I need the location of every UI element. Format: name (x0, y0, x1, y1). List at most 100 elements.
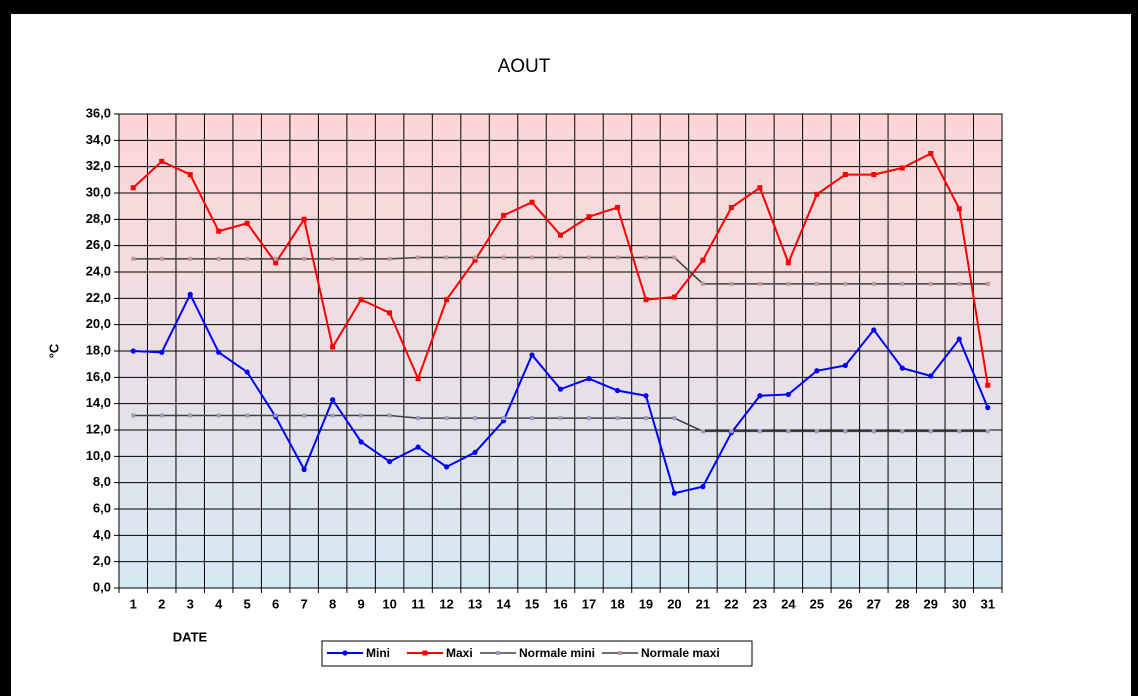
data-point (216, 413, 221, 418)
legend-marker (342, 650, 348, 656)
data-point (899, 165, 905, 171)
data-point (444, 297, 450, 303)
data-point (473, 255, 478, 260)
data-point (558, 255, 563, 260)
x-tick-label: 26 (838, 596, 852, 611)
data-point (473, 416, 478, 421)
data-point (159, 349, 165, 355)
data-point (785, 260, 791, 266)
data-point (757, 281, 762, 286)
data-point (956, 336, 962, 342)
data-point (358, 297, 364, 303)
frame-left (0, 0, 11, 696)
data-point (358, 439, 364, 445)
data-point (700, 429, 705, 434)
data-point (843, 429, 848, 434)
data-point (757, 185, 763, 191)
data-point (273, 260, 279, 266)
data-point (871, 281, 876, 286)
y-tick-label: 0,0 (93, 579, 111, 594)
data-point (501, 416, 506, 421)
data-point (614, 387, 621, 394)
x-tick-label: 31 (981, 596, 995, 611)
data-point (586, 214, 592, 220)
x-tick-label: 17 (582, 596, 596, 611)
data-point (443, 464, 450, 470)
data-point (244, 369, 250, 375)
data-point (928, 151, 934, 156)
data-point (786, 429, 791, 434)
data-point (244, 220, 250, 226)
data-point (216, 228, 222, 234)
y-tick-label: 18,0 (86, 342, 111, 357)
data-point (188, 256, 193, 261)
data-point (444, 416, 449, 421)
data-point (130, 185, 136, 191)
y-tick-label: 26,0 (86, 237, 111, 252)
data-point (900, 281, 905, 286)
data-point (301, 216, 307, 222)
x-tick-label: 5 (244, 596, 251, 611)
data-point (415, 444, 421, 450)
data-point (301, 466, 307, 473)
legend-box (321, 640, 753, 667)
x-tick-label: 8 (329, 596, 336, 611)
data-point (330, 397, 336, 403)
y-tick-label: 36,0 (86, 105, 111, 120)
y-tick-label: 22,0 (86, 290, 111, 305)
data-point (245, 256, 250, 261)
y-tick-label: 20,0 (86, 316, 111, 331)
data-point (187, 291, 193, 297)
y-tick-label: 8,0 (93, 474, 111, 489)
x-tick-label: 21 (696, 596, 710, 611)
data-point (416, 255, 421, 260)
x-tick-label: 20 (667, 596, 681, 611)
x-tick-label: 9 (357, 596, 364, 611)
legend-label: Mini (366, 646, 390, 660)
y-tick-label: 14,0 (86, 395, 111, 410)
y-tick-label: 6,0 (93, 500, 111, 515)
data-point (928, 281, 933, 286)
x-tick-label: 18 (610, 596, 624, 611)
x-tick-label: 19 (639, 596, 653, 611)
x-tick-label: 6 (272, 596, 279, 611)
data-point (814, 281, 819, 286)
data-point (842, 362, 848, 369)
data-point (558, 232, 563, 238)
data-point (786, 281, 791, 286)
data-point (700, 484, 706, 490)
x-tick-label: 11 (411, 596, 425, 611)
data-point (530, 255, 535, 260)
x-tick-label: 23 (753, 596, 767, 611)
data-point (501, 212, 507, 218)
data-point (586, 416, 591, 421)
data-point (757, 429, 762, 434)
x-tick-label: 1 (130, 596, 137, 611)
y-tick-label: 12,0 (86, 421, 111, 436)
data-point (671, 294, 677, 300)
data-point (643, 416, 648, 421)
data-point (159, 256, 164, 261)
x-tick-label: 16 (553, 596, 567, 611)
data-point (273, 413, 278, 418)
y-tick-label: 32,0 (86, 158, 111, 173)
data-point (501, 255, 506, 260)
frame-right (1131, 0, 1138, 696)
data-point (785, 391, 791, 398)
data-point (387, 310, 393, 316)
data-point (586, 255, 591, 260)
chart-title: AOUT (498, 56, 551, 77)
data-point (444, 255, 449, 260)
data-point (188, 413, 193, 418)
x-tick-label: 30 (952, 596, 966, 611)
legend-label: Normale mini (519, 646, 595, 660)
data-point (330, 413, 335, 418)
data-point (814, 429, 819, 434)
data-point (159, 413, 164, 418)
data-point (131, 256, 136, 261)
x-tick-label: 15 (525, 596, 539, 611)
x-tick-label: 13 (468, 596, 482, 611)
data-point (814, 368, 820, 374)
data-point (956, 206, 962, 212)
x-tick-label: 25 (810, 596, 824, 611)
